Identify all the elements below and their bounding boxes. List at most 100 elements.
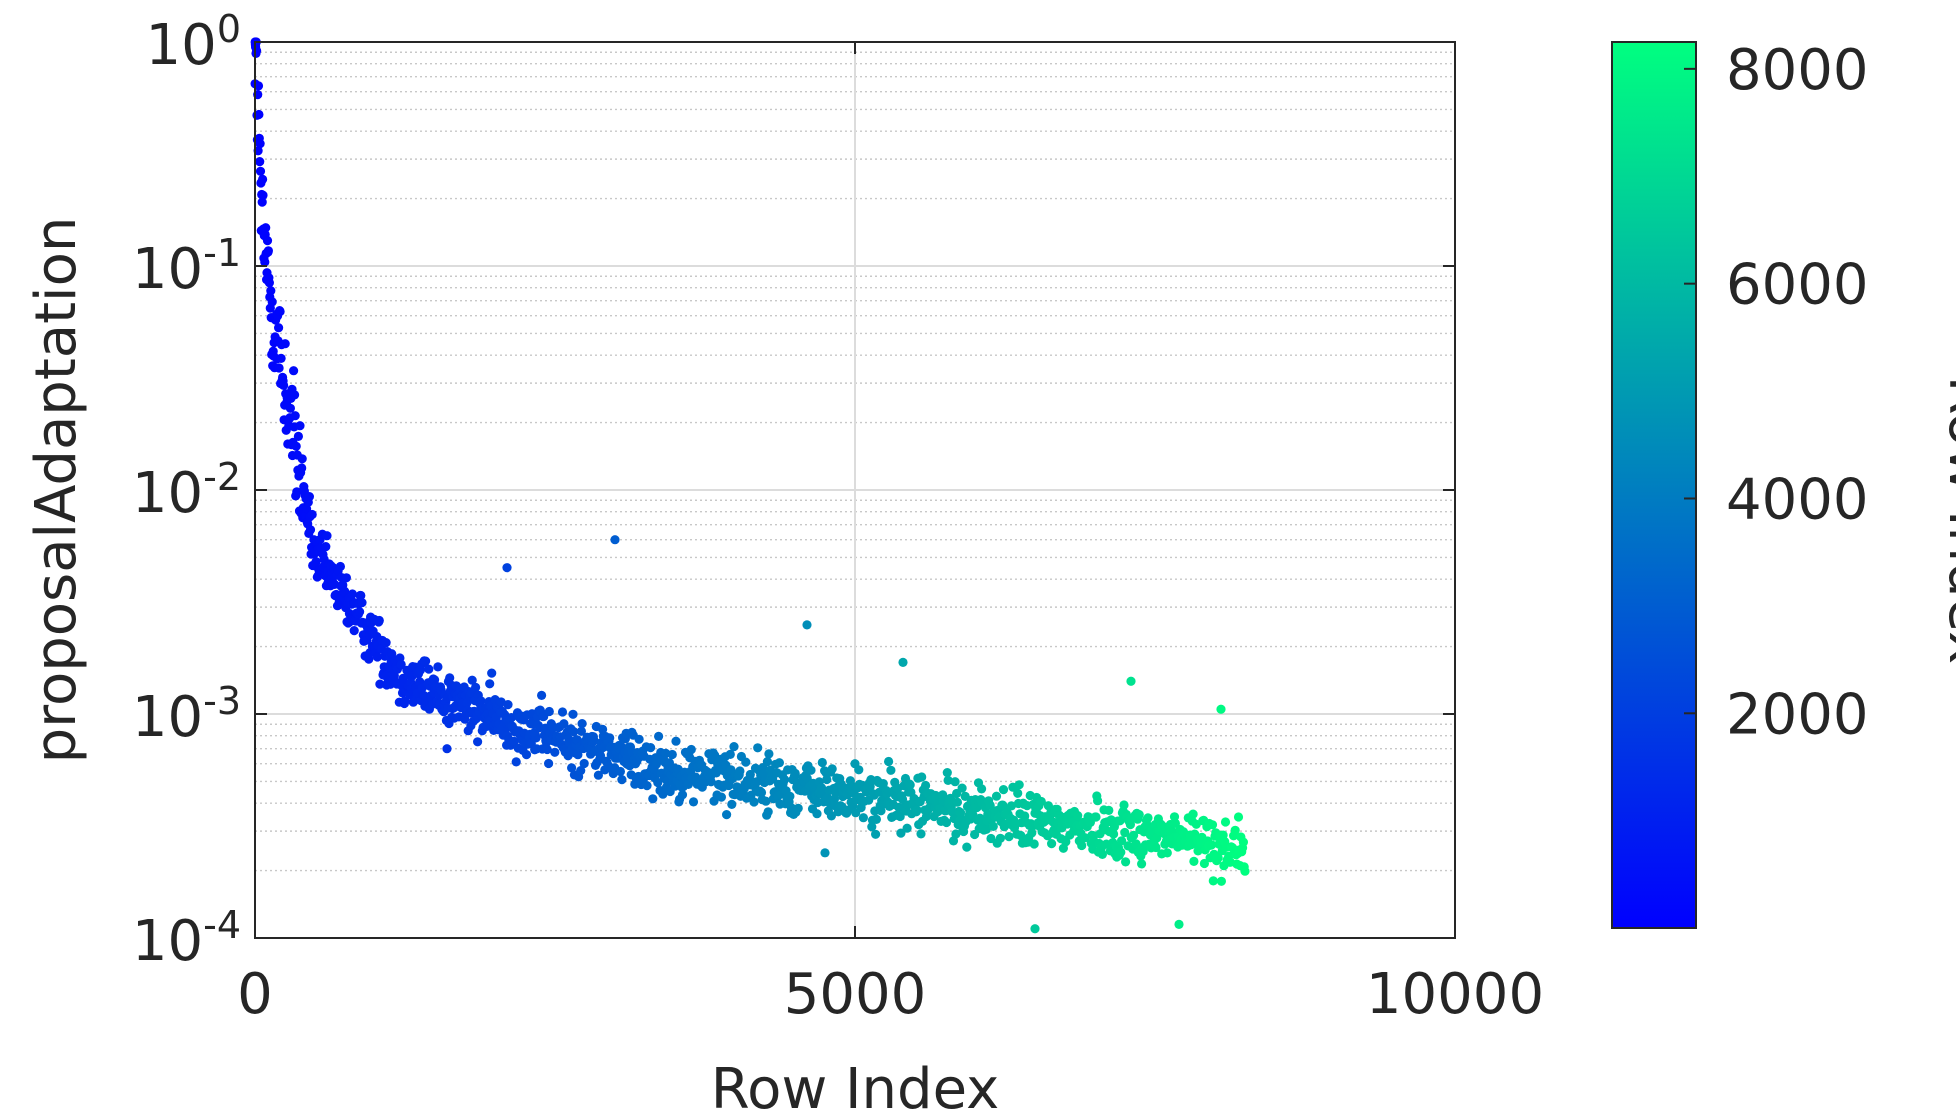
data-point-outlier [610,535,620,545]
data-point [255,166,266,176]
data-point [780,775,790,785]
data-point [658,789,668,799]
data-point [1188,809,1198,819]
y-axis-label: proposalAdaptation [24,217,89,764]
data-point [686,744,696,755]
data-point [1077,840,1087,851]
data-point [372,652,382,662]
data-point [912,805,922,815]
data-point [1216,876,1226,886]
data-point [762,757,773,767]
data-point [252,46,262,56]
data-point [882,789,892,799]
data-point [567,763,577,773]
y-tick-label: 10-2 [132,455,241,526]
data-point [311,557,321,567]
data-point [1116,847,1126,857]
y-tick-label: 100 [146,7,241,78]
data-point [503,700,513,710]
data-point [569,727,579,737]
data-point [266,286,276,296]
data-point [878,779,888,789]
data-point [445,673,455,683]
data-point [255,157,265,167]
data-point [255,139,265,149]
data-point [274,363,284,373]
data-point [1016,830,1026,841]
data-point [822,774,832,785]
data-point [1199,858,1209,869]
data-point-outlier [502,563,512,573]
data-point [1027,828,1037,838]
data-point [981,824,991,835]
data-point [573,750,583,760]
y-tick-labels: 100 10-1 10-2 10-3 10-4 [132,7,241,974]
data-point [589,735,599,746]
data-point [858,813,869,823]
data-point [576,726,587,736]
data-point [905,780,915,790]
data-point [871,829,881,839]
data-point [462,698,472,708]
data-point [263,246,273,256]
data-point-outlier [1174,919,1184,930]
data-point [895,811,905,822]
data-point [577,719,587,729]
data-point [617,775,627,785]
data-point [1213,853,1223,863]
data-point [671,736,681,746]
data-point [487,668,497,678]
data-point [261,223,271,233]
data-point [763,807,773,817]
data-point-outlier [442,744,452,754]
data-point [1208,876,1218,886]
data-point [785,791,795,801]
data-point [1152,833,1162,843]
data-point [357,598,367,608]
data-point [293,431,303,441]
data-point [276,353,286,363]
data-point [506,713,516,723]
data-point [716,792,727,802]
data-point [292,487,302,497]
colorbar-label: Row Index [1936,376,1956,664]
data-point [1080,833,1090,843]
data-point [917,772,927,782]
data-point [521,750,532,760]
data-point [667,749,677,760]
data-point [485,679,495,689]
data-point-outlier [820,848,830,858]
data-point [1091,812,1101,822]
data-point [295,421,305,431]
x-axis-label: Row Index [711,1057,999,1116]
data-point [595,751,606,761]
data-point [943,775,953,786]
data-point [1029,839,1039,849]
data-point [951,829,961,839]
data-point [648,794,658,804]
data-point [759,769,769,779]
data-point [753,743,763,753]
data-point [1129,830,1139,841]
data-point [646,743,656,753]
data-point [874,787,885,797]
data-point [1104,805,1114,816]
data-point [653,777,663,788]
data-point [749,797,759,807]
data-point [1093,796,1103,806]
data-point [537,690,547,701]
data-point [761,796,771,806]
x-tick-label: 5000 [784,962,927,1027]
data-point [756,787,767,798]
data-point [1004,832,1014,842]
axis-ticks [254,41,1456,939]
data-point [741,757,751,767]
data-point [355,607,365,617]
data-point [1006,801,1017,811]
data-point-outlier [1126,676,1136,686]
data-point [304,492,314,502]
data-point [1036,796,1046,807]
data-point [258,190,268,200]
data-point [1240,866,1250,876]
y-tick-label: 10-4 [132,903,241,974]
